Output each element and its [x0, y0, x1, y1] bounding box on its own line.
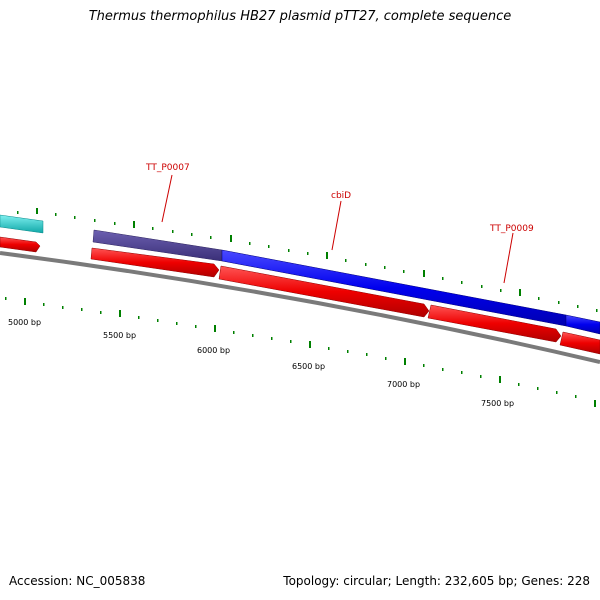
map-title: Thermus thermophilus HB27 plasmid pTT27,…: [88, 9, 512, 24]
cds-cbid[interactable]: [218, 265, 430, 318]
scale-label-7500: 7500 bp: [481, 399, 514, 408]
scale-label-6000: 6000 bp: [197, 346, 230, 355]
scale-label-7000: 7000 bp: [387, 380, 420, 389]
accession-text: Accession: NC_005838: [9, 574, 146, 588]
cds-tt-p0009[interactable]: [427, 304, 562, 343]
topology-summary: Topology: circular; Length: 232,605 bp; …: [283, 574, 590, 588]
label-leader-lines: [161, 174, 514, 284]
outer-tick-row: [17, 208, 598, 312]
gene-cyan[interactable]: [0, 214, 44, 234]
gene-label-cbid: cbiD: [331, 191, 351, 201]
cds-arrow-left[interactable]: [0, 236, 41, 253]
cds-arrow-right[interactable]: [559, 331, 600, 355]
scale-label-6500: 6500 bp: [292, 362, 325, 371]
plasmid-backbone: [0, 251, 600, 364]
gene-blue-right[interactable]: [565, 314, 600, 335]
gene-label-tt-p0007: TT_P0007: [145, 163, 190, 173]
inner-tick-row: [5, 297, 596, 407]
cds-tt-p0007[interactable]: [90, 247, 220, 278]
gene-label-tt-p0009: TT_P0009: [489, 224, 534, 234]
scale-label-5000: 5000 bp: [8, 318, 41, 327]
scale-label-5500: 5500 bp: [103, 331, 136, 340]
